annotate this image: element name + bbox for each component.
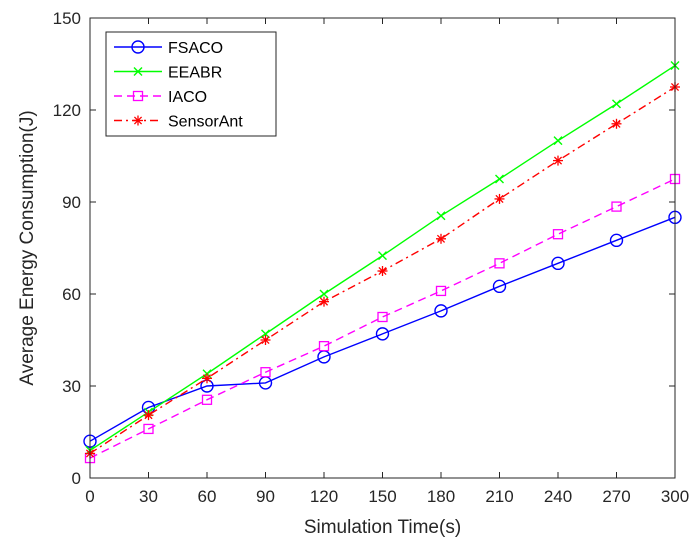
y-tick-label: 120	[53, 101, 81, 120]
data-point-sensorant	[202, 373, 212, 384]
data-point-fsaco	[375, 327, 390, 341]
data-point-eeabr	[436, 211, 446, 221]
x-tick-label: 300	[661, 487, 689, 506]
x-tick-label: 120	[310, 487, 338, 506]
data-point-sensorant	[319, 296, 329, 307]
data-point-iaco	[552, 229, 564, 240]
series-layer	[83, 61, 682, 464]
x-tick-label: 240	[544, 487, 572, 506]
legend-item-sensorant: SensorAnt	[114, 114, 243, 131]
y-tick-label: 30	[62, 377, 81, 396]
data-point-sensorant	[260, 335, 271, 345]
x-tick-label: 60	[198, 487, 217, 506]
x-tick-label: 270	[602, 487, 630, 506]
data-point-sensorant	[553, 155, 563, 166]
data-point-sensorant	[494, 193, 505, 204]
data-point-sensorant	[377, 266, 388, 276]
legend-marker-fsaco	[131, 40, 145, 54]
data-point-iaco	[260, 367, 271, 378]
data-point-iaco	[143, 423, 154, 435]
data-point-fsaco	[434, 304, 448, 318]
y-axis-label: Average Energy Consumption(J)	[17, 110, 38, 385]
legend-label-eeabr: EEABR	[168, 65, 222, 82]
series-line-iaco	[89, 178, 676, 459]
y-tick-label: 60	[62, 285, 81, 304]
data-point-eeabr	[495, 174, 504, 184]
data-point-iaco	[435, 285, 447, 297]
data-point-eeabr	[378, 251, 387, 261]
y-tick-label: 90	[62, 193, 81, 212]
legend-item-fsaco: FSACO	[114, 40, 223, 57]
data-point-iaco	[377, 311, 388, 323]
legend-marker-iaco	[132, 90, 144, 102]
data-point-fsaco	[609, 233, 624, 248]
data-point-sensorant	[436, 233, 446, 244]
x-tick-label: 90	[256, 487, 275, 506]
data-point-iaco	[494, 258, 505, 269]
x-tick-label: 180	[427, 487, 455, 506]
series-iaco	[84, 173, 681, 464]
y-tick-label: 0	[72, 469, 81, 488]
data-point-eeabr	[612, 99, 621, 109]
legend-label-fsaco: FSACO	[168, 40, 223, 57]
data-point-fsaco	[492, 279, 507, 294]
x-tick-label: 210	[485, 487, 513, 506]
legend-label-sensorant: SensorAnt	[168, 114, 243, 131]
legend-marker-eeabr	[133, 67, 143, 76]
x-tick-label: 150	[368, 487, 396, 506]
series-line-fsaco	[89, 216, 676, 442]
legend-label-iaco: IACO	[168, 89, 207, 106]
legend-item-iaco: IACO	[114, 89, 207, 106]
x-tick-label: 0	[85, 487, 94, 506]
legend-box	[105, 31, 277, 137]
legend: FSACO EEABR IACO SensorAnt	[105, 31, 277, 137]
x-tick-label: 30	[139, 487, 158, 506]
data-point-sensorant	[143, 410, 154, 421]
plot-frame	[89, 17, 676, 479]
series-sensorant	[85, 82, 680, 459]
data-point-eeabr	[553, 136, 563, 146]
legend-item-eeabr: EEABR	[114, 65, 222, 82]
data-point-fsaco	[551, 256, 565, 271]
data-point-iaco	[318, 340, 330, 352]
data-point-iaco	[611, 201, 622, 212]
legend-marker-sensorant	[133, 115, 143, 126]
data-point-sensorant	[611, 118, 622, 129]
data-point-eeabr	[319, 289, 329, 299]
data-point-iaco	[201, 394, 213, 405]
y-tick-label: 150	[53, 9, 81, 28]
x-axis-label: Simulation Time(s)	[304, 517, 461, 538]
